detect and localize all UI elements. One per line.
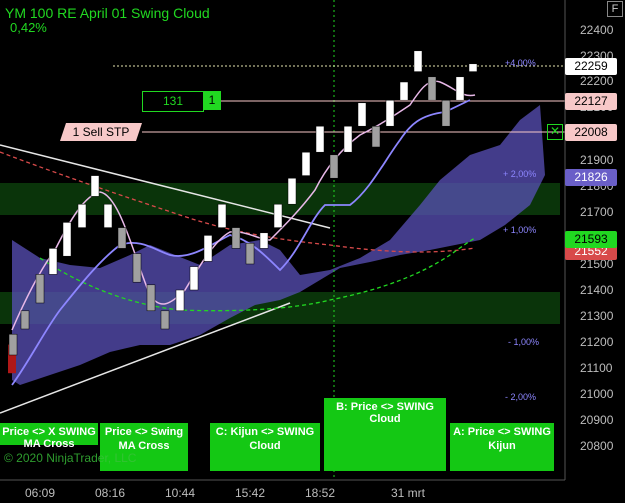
float-button[interactable]: F xyxy=(607,1,623,17)
candle xyxy=(287,177,297,205)
copyright-text: © 2020 NinjaTrader, LLC xyxy=(4,451,137,465)
x-tick: 31 mrt xyxy=(390,486,426,500)
y-tick: 20800 xyxy=(580,439,614,453)
slow-moving-average xyxy=(11,99,471,386)
candle xyxy=(259,232,269,249)
alert-box: Price <> X SWING MA Cross xyxy=(0,423,98,450)
candle xyxy=(117,227,127,249)
candle xyxy=(399,81,409,101)
candle xyxy=(427,76,437,101)
y-tick: 21900 xyxy=(580,153,614,167)
y-tick: 21000 xyxy=(580,387,614,401)
candle xyxy=(62,222,72,257)
candle xyxy=(103,203,113,228)
candle xyxy=(273,203,283,228)
order-id[interactable]: 1 xyxy=(203,91,221,110)
pct-level-label: + 1,00% xyxy=(503,225,537,235)
y-tick: 21400 xyxy=(580,283,614,297)
candle xyxy=(160,310,170,330)
pct-level-label: - 2,00% xyxy=(505,392,537,402)
candle xyxy=(413,50,423,72)
alert-sub: Cloud xyxy=(249,440,281,452)
y-tick: 21700 xyxy=(580,205,614,219)
candle xyxy=(132,253,142,283)
alert-box: B: Price <> SWING Cloud xyxy=(324,398,446,471)
chart-title: YM 100 RE April 01 Swing Cloud xyxy=(5,5,210,21)
lower-trend-line[interactable] xyxy=(0,302,291,414)
kijun-price-tag: 21593 xyxy=(565,231,617,248)
y-tick: 21500 xyxy=(580,257,614,271)
alert-sub: Cloud xyxy=(369,413,401,425)
alert-sub: MA Cross xyxy=(23,438,75,450)
candle xyxy=(245,242,255,265)
alert-box: A: Price <> SWING Kijun xyxy=(450,423,554,471)
close-order-icon[interactable]: ✕ xyxy=(547,124,563,140)
alert-sub: MA Cross xyxy=(118,440,170,452)
candle xyxy=(175,289,185,312)
candle xyxy=(468,63,478,72)
ichimoku-cloud xyxy=(12,105,545,385)
y-tick: 21300 xyxy=(580,309,614,323)
alert-title: B: Price <> SWING xyxy=(336,401,434,413)
pct-level-label: +4,00% xyxy=(505,58,536,68)
candle xyxy=(329,154,339,179)
candle xyxy=(343,125,353,153)
alert-sub: Kijun xyxy=(488,440,516,452)
alert-box: C: Kijun <> SWING Cloud xyxy=(210,423,320,471)
candle xyxy=(315,125,325,153)
cloud-top-tag: 21826 xyxy=(565,169,617,186)
candle xyxy=(35,274,45,304)
y-tick: 21200 xyxy=(580,335,614,349)
last-price-tag: 22259 xyxy=(565,58,617,75)
x-tick: 15:42 xyxy=(234,486,266,500)
pct-level-label: + 2,00% xyxy=(503,169,537,179)
alert-title: Price <> Swing xyxy=(104,426,184,438)
stop-price-tag[interactable]: 22008 xyxy=(565,124,617,141)
candle xyxy=(357,102,367,127)
order-quantity[interactable]: 131 xyxy=(142,91,204,112)
x-tick: 08:16 xyxy=(94,486,126,500)
candle xyxy=(371,125,381,148)
kijun-line xyxy=(39,237,476,312)
candle xyxy=(441,99,451,127)
candle xyxy=(8,333,18,356)
alert-title: C: Kijun <> SWING xyxy=(215,426,315,438)
candle xyxy=(8,344,16,374)
candle xyxy=(217,203,227,228)
y-tick: 22200 xyxy=(580,74,614,88)
alert-title: A: Price <> SWING xyxy=(453,426,551,438)
x-tick: 18:52 xyxy=(304,486,336,500)
candle xyxy=(146,284,156,312)
candle xyxy=(203,235,213,262)
x-tick: 06:09 xyxy=(24,486,56,500)
change-percent: 0,42% xyxy=(10,20,47,35)
candle xyxy=(48,248,58,275)
y-tick: 21100 xyxy=(580,361,613,375)
candle xyxy=(231,227,241,249)
candle xyxy=(189,266,199,291)
entry-price-tag[interactable]: 22127 xyxy=(565,93,617,110)
y-tick: 20900 xyxy=(580,413,614,427)
y-tick: 22400 xyxy=(580,23,614,37)
red-moving-average xyxy=(0,151,476,253)
candle xyxy=(77,203,87,228)
candle xyxy=(90,175,100,197)
pct-level-label: - 1,00% xyxy=(508,337,540,347)
candle xyxy=(301,151,311,176)
sell-stop-order[interactable]: 1 Sell STP xyxy=(60,123,142,141)
alert-title: Price <> X SWING xyxy=(2,426,96,438)
candle xyxy=(20,310,30,330)
candle xyxy=(385,99,395,127)
alert-box: Price <> Swing MA Cross xyxy=(100,423,188,471)
candle xyxy=(455,76,465,101)
candles-group xyxy=(8,50,478,374)
x-tick: 10:44 xyxy=(164,486,196,500)
